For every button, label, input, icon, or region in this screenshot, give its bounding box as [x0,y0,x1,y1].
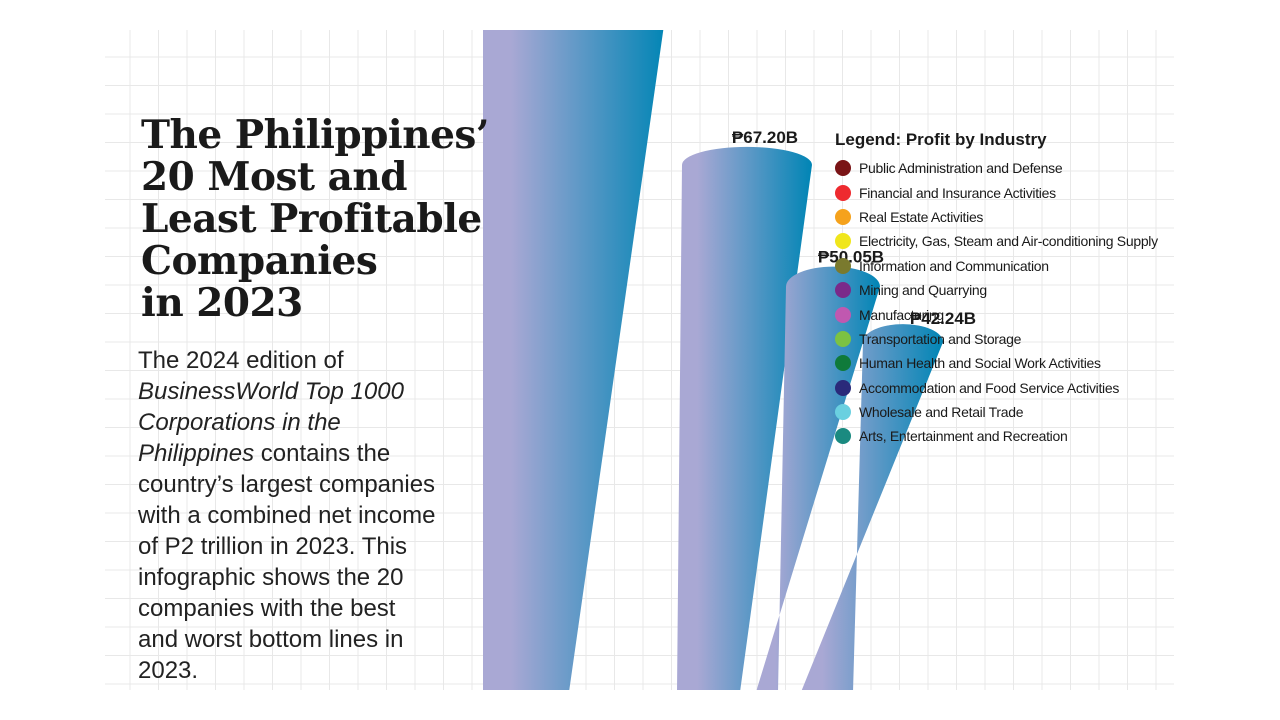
legend-item: Transportation and Storage [835,327,1165,351]
legend-item-label: Accommodation and Food Service Activitie… [859,379,1120,396]
legend-list: Public Administration and Defense Financi… [835,156,1165,449]
bar-value-label: ₱42.24B [910,309,976,328]
legend-item-label: Real Estate Activities [859,208,984,225]
bar [483,30,664,690]
legend-color-swatch [835,428,851,445]
bar [756,266,880,690]
legend-item: Public Administration and Defense [835,156,1165,180]
bar-value-label: ₱50.05B [818,248,884,267]
legend-item: Wholesale and Retail Trade [835,400,1165,424]
legend-item-label: Manufacturing [859,306,944,323]
legend-item: Human Health and Social Work Activities [835,351,1165,375]
legend: Legend: Profit by Industry Public Admini… [835,130,1165,449]
legend-item: Financial and Insurance Activities [835,180,1165,204]
legend-item-label: Financial and Insurance Activities [859,184,1056,201]
legend-color-swatch [835,355,851,372]
bar [677,146,812,690]
intro-paragraph: The 2024 edition of BusinessWorld Top 10… [138,345,438,686]
legend-title: Legend: Profit by Industry [835,130,1047,149]
legend-item-label: Human Health and Social Work Activities [859,355,1101,372]
infographic-panel: ₱89.86B₱67.20B₱50.05B₱42.24B The Philipp… [105,30,1174,690]
legend-item: Accommodation and Food Service Activitie… [835,376,1165,400]
legend-item: Real Estate Activities [835,205,1165,229]
legend-item-label: Information and Communication [859,257,1049,274]
intro-text-before: The 2024 edition of [138,347,344,374]
legend-color-swatch [835,330,851,347]
legend-item-label: Arts, Entertainment and Recreation [859,428,1068,445]
legend-color-swatch [835,379,851,396]
legend-color-swatch [835,184,851,201]
legend-item: Manufacturing [835,302,1165,326]
intro-publication-name: BusinessWorld Top 1000 Corporations in t… [138,378,404,467]
legend-color-swatch [835,208,851,225]
legend-item-label: Public Administration and Defense [859,160,1063,177]
bar-value-label: ₱67.20B [732,128,798,147]
legend-item-label: Wholesale and Retail Trade [859,404,1024,421]
intro-text-after: contains the country’s largest companies… [138,440,436,684]
legend-color-swatch [835,160,851,177]
legend-item-label: Electricity, Gas, Steam and Air-conditio… [859,233,1158,250]
legend-item: Electricity, Gas, Steam and Air-conditio… [835,229,1165,253]
legend-item-label: Mining and Quarrying [859,282,987,299]
legend-item-label: Transportation and Storage [859,330,1022,347]
legend-item: Mining and Quarrying [835,278,1165,302]
page-title: The Philippines’ 20 Most and Least Profi… [141,112,489,326]
legend-item: Information and Communication [835,254,1165,278]
legend-color-swatch [835,233,851,250]
legend-color-swatch [835,282,851,299]
legend-color-swatch [835,257,851,274]
legend-item: Arts, Entertainment and Recreation [835,424,1165,448]
bar [801,324,943,690]
legend-color-swatch [835,306,851,323]
bar-chart: ₱89.86B₱67.20B₱50.05B₱42.24B [483,30,976,690]
legend-color-swatch [835,404,851,421]
